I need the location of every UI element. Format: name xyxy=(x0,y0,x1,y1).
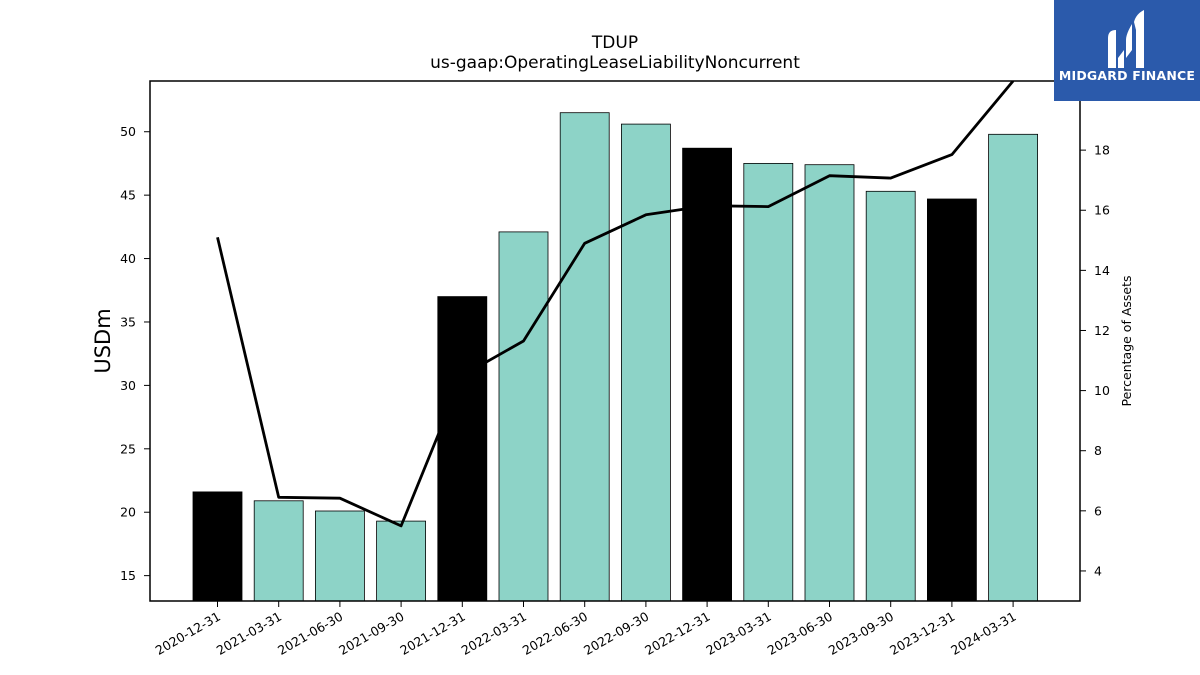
bar-2024-03-31 xyxy=(988,133,1038,602)
x-tick-label: 2020-12-31 xyxy=(153,609,223,658)
plot-frame xyxy=(149,80,1081,602)
left-tick-label: 30 xyxy=(120,378,136,393)
bar-2023-03-31 xyxy=(743,162,794,602)
left-tick-label: 35 xyxy=(120,314,136,329)
right-tick-label: 12 xyxy=(1094,323,1110,338)
bar-2022-09-30 xyxy=(621,123,671,602)
left-tick-label: 20 xyxy=(120,505,136,520)
right-tick-label: 4 xyxy=(1094,563,1102,578)
x-tick-label: 2022-06-30 xyxy=(520,609,590,658)
bar-2022-06-30 xyxy=(559,112,610,602)
x-tick-label: 2021-09-30 xyxy=(336,609,406,658)
bar-2021-03-31 xyxy=(253,500,304,602)
bar-2021-09-30 xyxy=(376,520,427,602)
x-tick-label: 2021-03-31 xyxy=(214,609,284,658)
left-tick-label: 45 xyxy=(120,188,136,203)
right-tick-label: 8 xyxy=(1094,443,1102,458)
left-axis-ticks: 15 20 25 30 35 40 45 50 xyxy=(120,124,150,583)
left-tick-label: 15 xyxy=(120,568,136,583)
bar-2021-12-31 xyxy=(437,296,488,602)
x-tick-label: 2022-12-31 xyxy=(642,609,712,658)
x-tick-label: 2022-03-31 xyxy=(459,609,529,658)
midgard-m-icon xyxy=(1108,10,1144,68)
chart-subtitle: us-gaap:OperatingLeaseLiabilityNoncurren… xyxy=(430,53,800,73)
line-group xyxy=(216,81,1015,528)
x-tick-label: 2021-12-31 xyxy=(397,609,467,658)
logo-text: MIDGARD FINANCE xyxy=(1058,68,1196,83)
right-tick-label: 6 xyxy=(1094,503,1102,518)
bar-2021-06-30 xyxy=(314,510,365,602)
x-tick-label: 2023-09-30 xyxy=(826,609,896,658)
right-tick-label: 16 xyxy=(1094,203,1110,218)
x-axis-ticks: 2020-12-312021-03-312021-06-302021-09-30… xyxy=(153,601,1019,658)
bar-2023-06-30 xyxy=(804,164,855,602)
midgard-finance-logo: MIDGARD FINANCE xyxy=(1054,0,1200,101)
x-tick-label: 2023-03-31 xyxy=(703,609,773,658)
x-tick-label: 2021-06-30 xyxy=(275,609,345,658)
bar-2020-12-31 xyxy=(192,491,243,602)
bar-2022-12-31 xyxy=(682,147,732,602)
bar-2023-09-30 xyxy=(865,190,916,602)
x-tick-label: 2024-03-31 xyxy=(948,609,1018,658)
x-tick-label: 2023-06-30 xyxy=(765,609,835,658)
bar-2022-03-31 xyxy=(498,231,549,602)
y-axis-label: USDm xyxy=(91,308,115,373)
right-axis-ticks: 4 6 8 10 12 14 16 18 xyxy=(1080,143,1110,578)
left-tick-label: 25 xyxy=(120,441,136,456)
bars-group xyxy=(192,112,1038,602)
bar-2023-12-31 xyxy=(927,198,977,602)
chart-title: TDUP xyxy=(591,33,638,53)
left-tick-label: 40 xyxy=(120,251,136,266)
right-tick-label: 18 xyxy=(1094,143,1110,158)
y2-axis-label: Percentage of Assets xyxy=(1119,276,1134,407)
x-tick-label: 2022-09-30 xyxy=(581,609,651,658)
x-tick-label: 2023-12-31 xyxy=(887,609,957,658)
right-tick-label: 14 xyxy=(1094,263,1110,278)
right-tick-label: 10 xyxy=(1094,383,1110,398)
percentage-of-assets-line xyxy=(216,81,1015,528)
left-tick-label: 50 xyxy=(120,124,136,139)
